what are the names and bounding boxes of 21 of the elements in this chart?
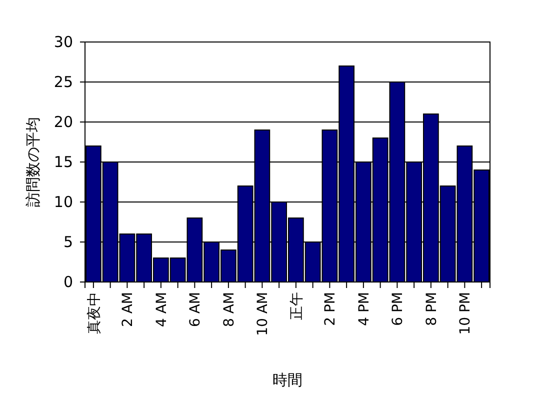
x-tick-label: 10 PM bbox=[458, 292, 474, 335]
x-tick-label: 真夜中 bbox=[86, 292, 102, 334]
y-tick-label: 20 bbox=[54, 112, 73, 131]
y-tick-label: 15 bbox=[54, 152, 73, 171]
y-tick-label: 30 bbox=[54, 32, 73, 51]
x-tick-label: 正午 bbox=[288, 292, 305, 320]
x-tick-label: 4 PM bbox=[356, 292, 372, 326]
x-tick-label: 10 AM bbox=[255, 292, 272, 336]
y-tick-label: 25 bbox=[54, 72, 73, 91]
y-axis-title: 訪問数の平均 bbox=[24, 117, 42, 207]
x-tick-label: 8 AM bbox=[221, 292, 238, 328]
x-tick-label: 6 AM bbox=[188, 292, 204, 328]
x-tick-label: 6 PM bbox=[390, 292, 406, 326]
y-tick-label: 10 bbox=[54, 192, 73, 211]
x-tick-label: 2 PM bbox=[322, 292, 339, 326]
y-tick-label: 0 bbox=[63, 272, 73, 291]
x-axis-title: 時間 bbox=[272, 371, 302, 389]
x-tick-label: 2 AM bbox=[120, 292, 136, 328]
x-tick-label: 4 AM bbox=[154, 292, 170, 328]
y-tick-label: 5 bbox=[63, 232, 73, 251]
x-tick-label: 8 PM bbox=[424, 292, 440, 326]
